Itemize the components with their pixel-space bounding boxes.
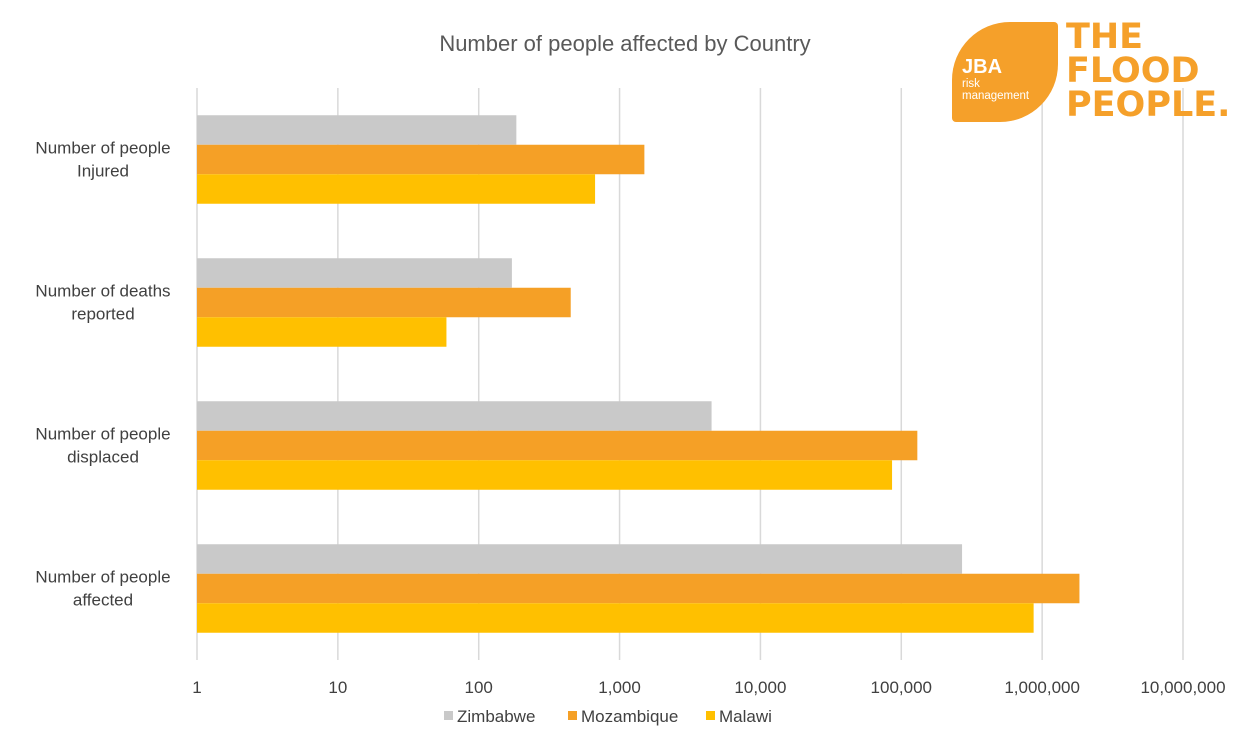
category-label: affected — [73, 591, 133, 610]
jba-logo: JBA risk management THE FLOOD PEOPLE. — [952, 17, 1242, 125]
category-label: Number of people — [35, 568, 170, 587]
x-tick-label: 100,000 — [871, 678, 932, 697]
category-label: Number of people — [35, 139, 170, 158]
tagline-line2: FLOOD — [1066, 51, 1200, 91]
category-label: displaced — [67, 448, 139, 467]
legend-label: Mozambique — [581, 707, 678, 726]
category-label: reported — [71, 305, 134, 324]
x-tick-label: 1,000 — [598, 678, 641, 697]
bar-malawi — [197, 174, 596, 204]
x-tick-label: 10,000 — [734, 678, 786, 697]
bar-malawi — [197, 460, 893, 490]
bar-mozambique — [197, 144, 645, 175]
category-label: Number of people — [35, 425, 170, 444]
flood-people-tagline: THE FLOOD PEOPLE. — [1066, 17, 1231, 125]
x-tick-label: 100 — [465, 678, 493, 697]
x-tick-label: 10,000,000 — [1140, 678, 1225, 697]
legend-swatch-malawi — [706, 711, 715, 720]
bar-zimbabwe — [197, 258, 512, 288]
jba-brand: JBA — [962, 56, 1003, 78]
legend-label: Malawi — [719, 707, 772, 726]
jba-subtitle-line1: risk — [962, 78, 980, 90]
bar-zimbabwe — [197, 115, 517, 145]
bar-mozambique — [197, 287, 571, 318]
bar-malawi — [197, 317, 447, 347]
bar-mozambique — [197, 430, 918, 461]
chart-title: Number of people affected by Country — [439, 31, 810, 56]
x-tick-label: 1 — [192, 678, 201, 697]
bar-zimbabwe — [197, 544, 963, 574]
legend: Zimbabwe Mozambique Malawi — [444, 707, 772, 726]
x-axis-ticks: 1 10 100 1,000 10,000 100,000 1,000,000 10,000,… — [192, 678, 1225, 697]
tagline-line1: THE — [1066, 17, 1144, 57]
x-tick-label: 1,000,000 — [1004, 678, 1080, 697]
x-tick-label: 10 — [328, 678, 347, 697]
tagline-line3-wrap: PEOPLE. — [1066, 85, 1231, 125]
jba-subtitle: risk management — [962, 78, 1029, 102]
legend-swatch-zimbabwe — [444, 711, 453, 720]
legend-label: Zimbabwe — [457, 707, 535, 726]
jba-leaf-badge: JBA risk management — [952, 22, 1058, 122]
bar-mozambique — [197, 573, 1080, 604]
bar-zimbabwe — [197, 401, 712, 431]
tagline-line3: PEOPLE. — [1066, 85, 1231, 125]
legend-swatch-mozambique — [568, 711, 577, 720]
jba-subtitle-line2: management — [962, 90, 1030, 102]
category-label: Injured — [77, 162, 129, 181]
category-labels: Number of people Injured Number of deaths r… — [35, 139, 170, 610]
category-label: Number of deaths — [35, 282, 170, 301]
bar-malawi — [197, 603, 1034, 633]
bars — [197, 115, 1080, 633]
